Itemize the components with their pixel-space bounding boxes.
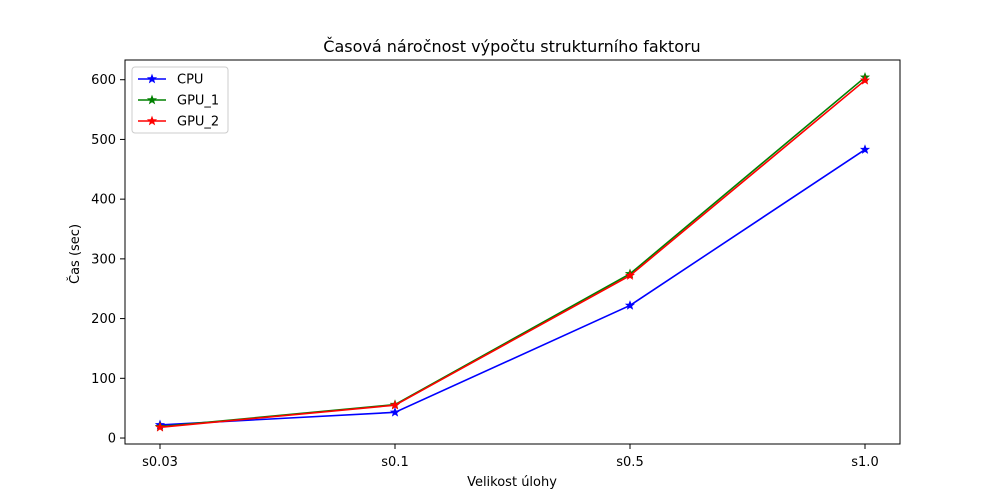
x-tick-label: s0.5 bbox=[616, 455, 643, 470]
x-tick-label: s0.1 bbox=[381, 455, 408, 470]
plot-frame bbox=[124, 59, 901, 445]
x-tick-label: s1.0 bbox=[851, 455, 878, 470]
data-point bbox=[389, 399, 401, 410]
y-tick-label: 200 bbox=[91, 312, 116, 327]
x-tick-label: s0.03 bbox=[142, 455, 178, 470]
legend-box bbox=[131, 66, 229, 134]
data-point bbox=[859, 144, 871, 154]
legend-item: CPU bbox=[138, 73, 203, 88]
legend-item: GPU_1 bbox=[138, 94, 219, 109]
data-point bbox=[624, 270, 636, 280]
legend: CPU GPU_1 GPU_2 bbox=[131, 66, 229, 134]
legend-label: GPU_2 bbox=[177, 115, 219, 130]
y-tick-label: 600 bbox=[91, 73, 116, 88]
data-point bbox=[624, 300, 636, 310]
x-axis: s0.03 s0.1 s0.5 s1.0 bbox=[142, 444, 879, 470]
series-line bbox=[159, 76, 866, 428]
data-point bbox=[859, 74, 871, 85]
legend-label: GPU_1 bbox=[177, 94, 219, 109]
data-point bbox=[389, 406, 401, 417]
x-axis-label: Velikost úlohy bbox=[467, 475, 557, 490]
y-axis: 0 100 200 300 400 500 600 bbox=[91, 73, 125, 447]
series-line bbox=[159, 79, 866, 429]
legend-marker bbox=[146, 73, 158, 84]
series-cpu bbox=[154, 144, 871, 430]
y-tick-label: 100 bbox=[91, 372, 116, 387]
series-line bbox=[159, 148, 866, 426]
y-tick-label: 400 bbox=[91, 193, 116, 208]
legend-item: GPU_2 bbox=[138, 115, 219, 130]
data-point bbox=[154, 421, 166, 432]
legend-label: CPU bbox=[177, 73, 203, 88]
legend-marker bbox=[146, 94, 158, 105]
series-layer bbox=[154, 71, 871, 432]
series-gpu-1 bbox=[154, 71, 871, 432]
y-tick-label: 500 bbox=[91, 133, 116, 148]
y-tick-label: 300 bbox=[91, 252, 116, 267]
y-axis-label: Čas (sec) bbox=[67, 224, 83, 284]
chart-title: Časová náročnost výpočtu strukturního fa… bbox=[323, 37, 700, 56]
y-tick-label: 0 bbox=[108, 432, 116, 447]
legend-marker bbox=[146, 115, 158, 126]
series-gpu-2 bbox=[154, 74, 871, 432]
